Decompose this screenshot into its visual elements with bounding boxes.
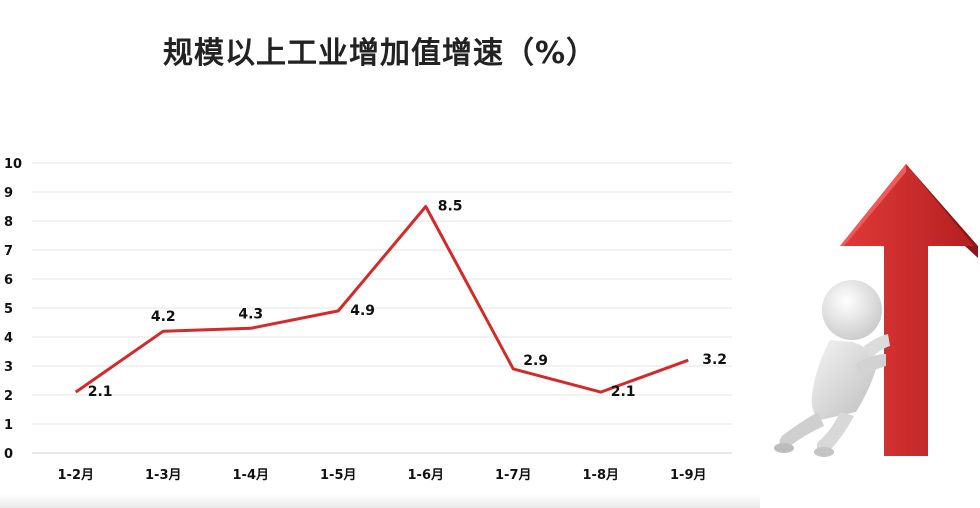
x-tick-label: 1-5月	[320, 468, 357, 483]
y-tick-label: 6	[4, 273, 13, 288]
gridlines	[32, 162, 732, 454]
line-chart: 0 1 2 3 4 5 6 7 8 9 10 1-2月 1-3月 1-4月 1-5月 1-6月 1-7月 1-8…	[4, 157, 732, 483]
y-tick-label: 7	[4, 244, 13, 259]
data-label: 4.9	[350, 303, 375, 319]
series-line	[74, 205, 689, 394]
x-tick-label: 1-6月	[408, 468, 445, 483]
x-tick-label: 1-3月	[145, 468, 182, 483]
x-tick-label: 1-7月	[495, 468, 532, 483]
x-tick-label: 1-9月	[670, 468, 707, 483]
data-label: 2.1	[88, 384, 113, 400]
data-label: 4.2	[151, 309, 176, 325]
y-tick-label: 8	[4, 215, 13, 230]
data-label: 8.5	[438, 199, 463, 215]
bottom-band	[0, 494, 760, 508]
x-axis-ticks: 1-2月 1-3月 1-4月 1-5月 1-6月 1-7月 1-8月 1-9月	[58, 468, 707, 483]
y-tick-label: 4	[4, 331, 13, 346]
data-label: 2.9	[523, 353, 548, 369]
chart-title: 规模以上工业增加值增速（%）	[162, 36, 598, 71]
x-tick-label: 1-4月	[233, 468, 270, 483]
y-tick-label: 1	[4, 418, 13, 433]
data-label: 2.1	[611, 384, 636, 400]
y-tick-label: 10	[4, 157, 22, 172]
y-tick-label: 2	[4, 389, 13, 404]
person-pushing-up-arrow-icon	[774, 164, 978, 457]
y-tick-label: 0	[4, 447, 13, 462]
y-tick-label: 3	[4, 360, 13, 375]
data-label: 3.2	[702, 352, 727, 368]
y-tick-label: 9	[4, 186, 13, 201]
series-polyline	[74, 205, 689, 394]
y-axis-ticks: 0 1 2 3 4 5 6 7 8 9 10	[4, 157, 22, 462]
data-labels: 2.1 4.2 4.3 4.9 8.5 2.9 2.1 3.2	[88, 199, 727, 401]
data-label: 4.3	[238, 306, 263, 322]
x-tick-label: 1-2月	[58, 468, 95, 483]
y-tick-label: 5	[4, 302, 13, 317]
x-tick-label: 1-8月	[583, 468, 620, 483]
